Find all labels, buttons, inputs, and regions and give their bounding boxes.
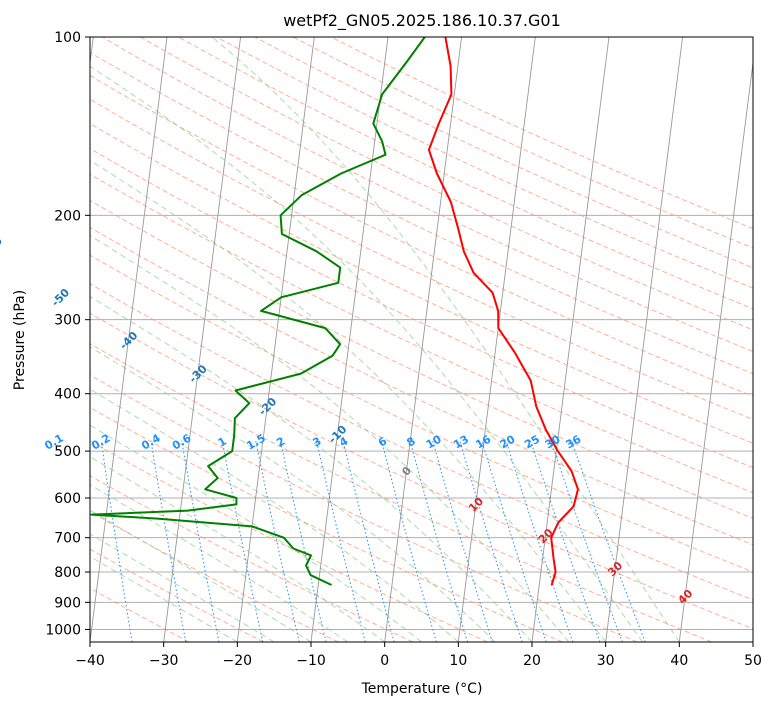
dry-adiabat xyxy=(90,511,339,642)
moist-adiabat xyxy=(90,555,238,642)
dry-adiabat xyxy=(90,51,753,375)
mixing-ratio-line xyxy=(550,440,623,642)
mixing-ratio-line xyxy=(571,440,646,642)
dry-adiabat xyxy=(90,440,488,642)
skewed-isotherm xyxy=(163,37,242,642)
moist-adiabat xyxy=(90,65,643,642)
mixing-ratio-line xyxy=(221,440,264,642)
skewed-isotherm xyxy=(457,37,536,642)
skewed-isotherm xyxy=(531,37,610,642)
mixing-ratio-line xyxy=(342,440,395,642)
plot-frame xyxy=(89,36,754,643)
dry-adiabat xyxy=(90,226,753,546)
dry-adiabat xyxy=(90,98,753,421)
x-tick-label: −20 xyxy=(223,653,253,669)
skewed-isotherm xyxy=(90,37,168,642)
mixing-ratio-line xyxy=(150,440,187,642)
moist-adiabat xyxy=(90,295,533,642)
dry-adiabat xyxy=(90,123,753,444)
x-tick-label: 40 xyxy=(670,653,688,669)
skewed-isotherm xyxy=(678,59,753,642)
x-tick-label: 30 xyxy=(597,653,615,669)
plot-area xyxy=(90,37,753,642)
y-tick-label: 800 xyxy=(54,565,81,581)
x-tick-label: 10 xyxy=(449,653,467,669)
y-tick-label: 500 xyxy=(54,444,81,460)
moist-adiabat xyxy=(90,424,422,642)
mixing-ratio-line xyxy=(381,440,437,642)
moist-adiabat xyxy=(90,234,570,642)
dry-adiabat xyxy=(90,147,753,469)
skewed-isotherm xyxy=(236,37,315,642)
dry-adiabat xyxy=(90,374,638,642)
y-tick-label: 200 xyxy=(54,208,81,224)
x-tick-label: −40 xyxy=(75,653,105,669)
x-tick-label: −10 xyxy=(296,653,326,669)
dry-adiabat xyxy=(90,475,414,642)
dry-adiabat xyxy=(90,283,753,601)
skewed-isotherm xyxy=(605,37,684,642)
isotherm-label: -60 xyxy=(0,234,5,257)
x-axis: −40 −30 −20 −10 0 10 20 30 40 50 xyxy=(75,642,762,669)
mixing-ratio-line xyxy=(409,440,468,642)
mixing-ratio-line xyxy=(181,440,220,642)
x-axis-title: Temperature (°C) xyxy=(361,681,483,697)
y-tick-label: 900 xyxy=(54,595,81,611)
dewpoint-line xyxy=(90,37,426,586)
skewed-isotherms xyxy=(90,37,753,642)
dry-adiabat xyxy=(216,37,753,289)
skewed-isotherm xyxy=(310,37,389,642)
skewed-isotherm xyxy=(384,37,463,642)
mixing-ratio-line xyxy=(432,440,493,642)
dry-adiabat xyxy=(101,37,753,353)
x-tick-label: 20 xyxy=(523,653,541,669)
y-axis-title: Pressure (hPa) xyxy=(12,290,28,390)
moist-adiabat xyxy=(90,159,607,642)
dry-adiabat xyxy=(90,254,753,573)
dry-adiabat xyxy=(90,406,563,642)
mixing-ratio-line xyxy=(315,440,366,642)
moist-adiabat xyxy=(90,388,459,642)
y-tick-label: 100 xyxy=(54,30,81,46)
x-tick-label: 0 xyxy=(380,653,389,669)
x-tick-label: −30 xyxy=(149,653,179,669)
chart-title: wetPf2_GN05.2025.186.10.37.G01 xyxy=(283,11,561,31)
mixing-ratio-line xyxy=(100,440,133,642)
y-tick-label: 300 xyxy=(54,313,81,329)
mixing-ratio-line xyxy=(255,440,300,642)
y-tick-label: 700 xyxy=(54,531,81,547)
dry-adiabat xyxy=(292,37,753,249)
x-tick-label: 50 xyxy=(744,653,762,669)
dry-adiabat xyxy=(254,37,753,269)
mixing-ratio-lines xyxy=(100,440,646,642)
profile-lines xyxy=(90,37,579,586)
y-axis: 100 200 300 400 500 600 700 800 900 1000 xyxy=(45,30,90,638)
temperature-line xyxy=(427,37,579,586)
moist-adiabat xyxy=(90,533,275,642)
moist-adiabat xyxy=(90,456,385,642)
y-tick-label: 1000 xyxy=(45,622,81,638)
mixing-ratio-line xyxy=(530,440,601,642)
moist-adiabat xyxy=(90,346,496,642)
y-tick-label: 400 xyxy=(54,387,81,403)
mixing-ratio-line xyxy=(279,440,327,642)
y-tick-label: 600 xyxy=(54,491,81,507)
